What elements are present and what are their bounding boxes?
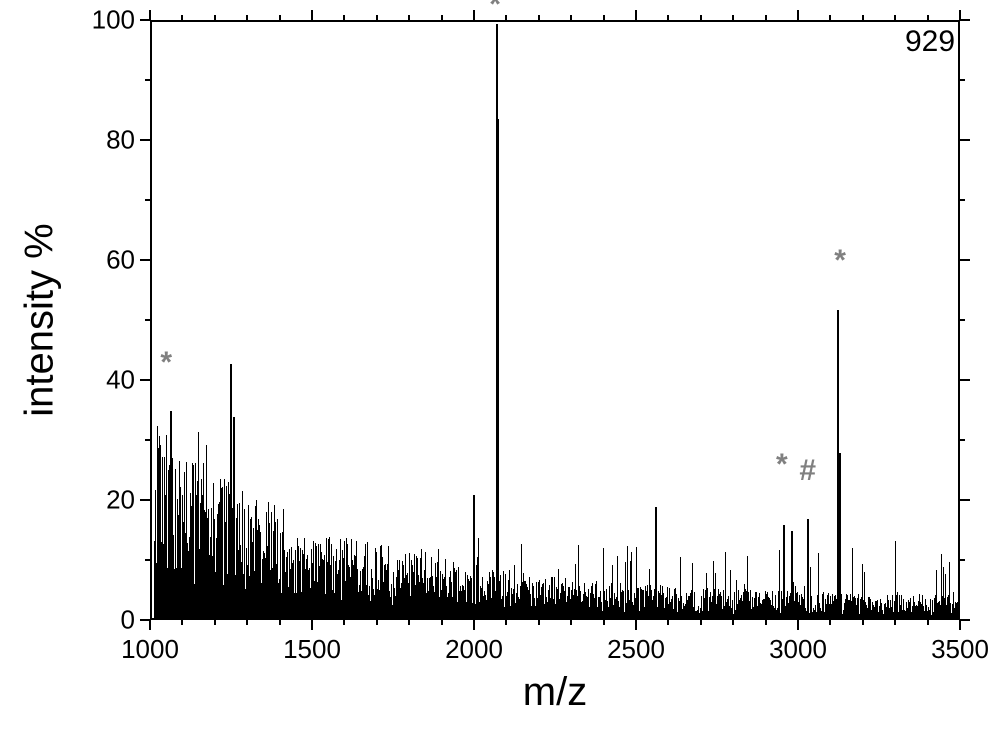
spectrum-peak [783,525,785,620]
spectrum-peak [807,519,809,620]
spectrum-peak [473,495,475,620]
x-tick-label: 3500 [931,634,989,665]
x-tick-label: 1000 [121,634,179,665]
x-axis-label: m/z [523,670,587,715]
mass-spectrum-figure: 1000 1500 2000 2500 3000 3500 0 20 40 60 80 100 m/z… [0,0,1000,738]
y-tick-label: 0 [90,605,135,636]
spectrum-peak [230,364,232,620]
x-tick-label: 2000 [445,634,503,665]
asterisk-annotation: * [776,448,788,482]
y-tick-label: 60 [90,245,135,276]
asterisk-annotation: * [160,346,172,380]
x-tick-label: 2500 [607,634,665,665]
asterisk-annotation: * [834,244,846,278]
x-tick-label: 1500 [283,634,341,665]
spectrum-peak [791,531,793,620]
spectrum-peak [655,507,657,620]
y-tick-label: 80 [90,125,135,156]
y-tick-label: 40 [90,365,135,396]
asterisk-annotation: * [489,0,501,22]
spectrum-peak [497,119,499,620]
spectrum-peak [233,417,235,620]
spectrum-peak [839,453,841,620]
x-tick-label: 3000 [769,634,827,665]
y-axis-label: intensity % [18,223,63,416]
corner-label: 929 [905,25,955,59]
y-tick-label: 100 [90,5,135,36]
hash-annotation: # [799,454,816,488]
y-tick-label: 20 [90,485,135,516]
spectrum-peak [170,411,172,620]
plot-area [150,20,960,620]
